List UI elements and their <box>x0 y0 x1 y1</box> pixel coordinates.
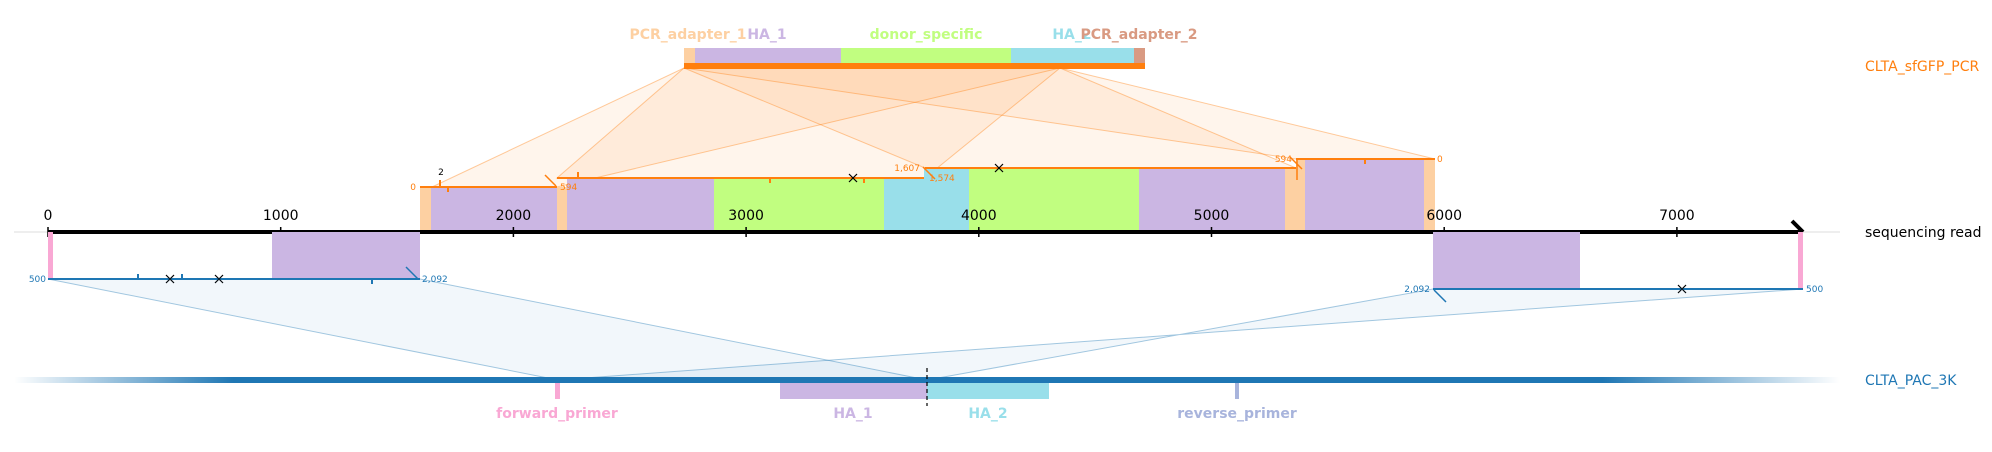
bottom-band-2 <box>557 288 1804 381</box>
top-align-2-ha-1 <box>567 178 714 232</box>
bottom-align-2-forward-primer <box>1798 232 1803 289</box>
top-align-1-pcr-adapter-2 <box>557 187 568 232</box>
top-align-4-ha-1 <box>1305 159 1424 232</box>
read-axis-tick-label: 0 <box>44 208 53 224</box>
top-align-number: 1,574 <box>929 174 955 184</box>
read-axis-end-cap <box>1790 219 1805 234</box>
bottom-feature-forward-primer <box>555 383 560 399</box>
top-feature-label-donor-specific: donor_specific <box>870 27 983 43</box>
top-align-number: 0 <box>410 183 416 193</box>
bottom-alignments: 500 2,092 2,092 500 <box>29 232 1823 303</box>
top-align-number: 2 <box>438 168 444 178</box>
bottom-reference-line <box>14 377 1840 383</box>
top-align-3-ha-2 <box>924 168 969 232</box>
bottom-reference-name: CLTA_PAC_3K <box>1865 373 1957 389</box>
read-track-name: sequencing read <box>1865 225 1981 241</box>
top-align-1-ha-1 <box>431 187 557 232</box>
top-alignment-connections <box>431 67 1436 188</box>
bottom-align-number: 500 <box>29 275 46 285</box>
bottom-feature-label-ha-1: HA_1 <box>833 406 872 422</box>
top-align-2-ha-2 <box>884 178 924 232</box>
top-feature-donor-specific <box>841 48 1011 64</box>
top-reference-track: PCR_adapter_1 HA_1 donor_specific HA_2 P… <box>629 27 1979 75</box>
bottom-reference-track: forward_primer HA_1 HA_2 reverse_primer … <box>14 368 1957 422</box>
top-cross-marker <box>848 173 858 183</box>
bottom-align-number: 2,092 <box>422 275 448 285</box>
bottom-align-1-ha-1 <box>272 232 420 279</box>
top-feature-ha-2 <box>1011 48 1134 64</box>
read-axis-tick-label: 5000 <box>1194 208 1230 224</box>
top-junction-marker <box>544 174 557 187</box>
top-reference-name: CLTA_sfGFP_PCR <box>1865 59 1979 75</box>
bottom-feature-ha-1 <box>780 383 927 399</box>
read-axis-tick-label: 1000 <box>263 208 299 224</box>
top-align-3-ha-1 <box>1139 168 1285 232</box>
read-axis-tick-label: 2000 <box>496 208 532 224</box>
bottom-alignment-connections <box>47 278 1804 381</box>
bottom-cross-marker <box>214 274 224 284</box>
read-axis-tick-label: 3000 <box>728 208 764 224</box>
read-axis-tick-label: 7000 <box>1659 208 1695 224</box>
bottom-align-1-forward-primer <box>48 232 53 279</box>
top-cross-marker <box>994 163 1004 173</box>
top-feature-label-pcr-adapter-2: PCR_adapter_2 <box>1080 27 1197 43</box>
bottom-cross-marker <box>165 274 175 284</box>
bottom-junction-marker <box>405 266 419 280</box>
bottom-cross-marker <box>1677 284 1687 294</box>
top-feature-ha-1 <box>695 48 841 64</box>
top-alignments: 0 2 594 1,607 1,574 594 0 <box>410 155 1443 232</box>
top-feature-pcr-adapter-2 <box>1134 48 1145 64</box>
top-junction-marker <box>922 166 936 180</box>
top-align-number: 594 <box>560 183 577 193</box>
read-axis-tick-label: 4000 <box>961 208 997 224</box>
bottom-align-number: 500 <box>1806 285 1823 295</box>
top-align-3-donor-specific <box>969 168 1139 232</box>
top-align-number: 1,607 <box>894 164 920 174</box>
top-align-3-pcr-adapter-2 <box>1285 168 1296 232</box>
top-feature-label-pcr-adapter-1: PCR_adapter_1 <box>629 27 746 43</box>
bottom-feature-reverse-primer <box>1235 383 1239 399</box>
top-feature-label-ha-1: HA_1 <box>747 27 786 43</box>
bottom-feature-ha-2 <box>927 383 1049 399</box>
bottom-feature-label-reverse-primer: reverse_primer <box>1177 406 1297 422</box>
bottom-feature-label-ha-2: HA_2 <box>968 406 1007 422</box>
top-junction-marker <box>1289 156 1303 170</box>
top-align-4-pcr-adapter-2 <box>1424 159 1435 232</box>
top-reference-line <box>684 63 1145 69</box>
top-align-1-pcr-adapter-1 <box>420 187 431 232</box>
top-align-4-pcr-adapter-1 <box>1296 159 1305 232</box>
bottom-align-number: 2,092 <box>1404 285 1430 295</box>
top-align-number: 594 <box>1275 155 1292 165</box>
top-feature-pcr-adapter-1 <box>684 48 695 64</box>
top-align-2-donor-specific <box>714 178 884 232</box>
bottom-align-2-ha-1 <box>1433 232 1580 289</box>
bottom-junction-marker <box>1433 289 1447 303</box>
bottom-feature-label-forward-primer: forward_primer <box>496 406 618 422</box>
read-axis-tick-label: 6000 <box>1426 208 1462 224</box>
top-feature-label-ha-2: HA_2 <box>1052 27 1091 43</box>
top-align-number: 0 <box>1437 155 1443 165</box>
